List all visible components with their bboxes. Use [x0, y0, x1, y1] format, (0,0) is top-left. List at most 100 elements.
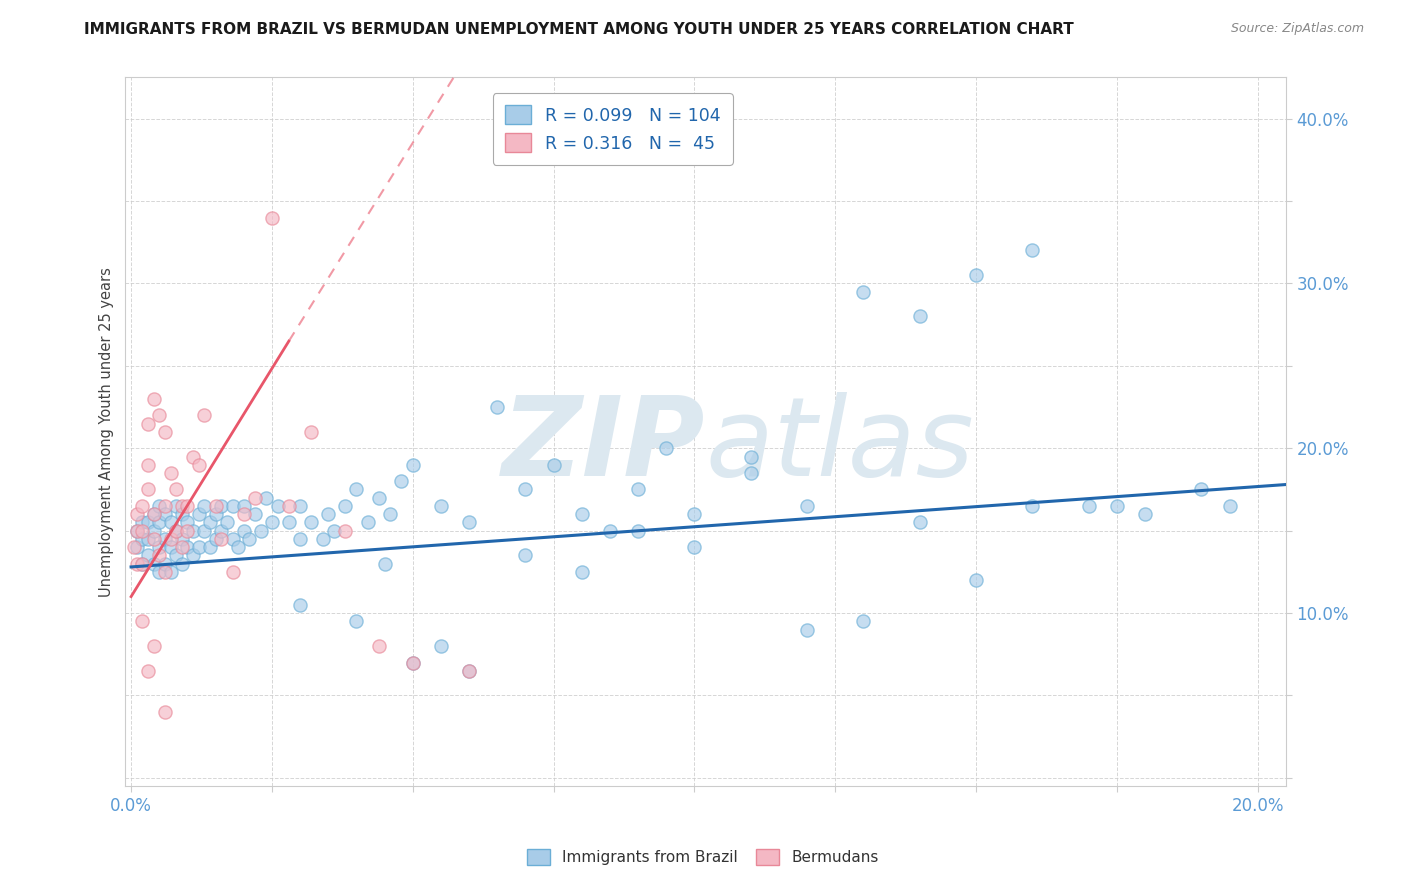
Point: [153, 499, 176, 513]
Point: [181, 524, 204, 538]
Point: [198, 516, 221, 530]
Point: [458, 664, 481, 678]
Point: [299, 425, 322, 439]
Point: [299, 516, 322, 530]
Point: [136, 417, 159, 431]
Point: [402, 656, 425, 670]
Point: [908, 516, 931, 530]
Point: [165, 549, 187, 563]
Point: [170, 507, 193, 521]
Point: [153, 565, 176, 579]
Point: [159, 466, 181, 480]
Point: [153, 705, 176, 719]
Legend: Immigrants from Brazil, Bermudans: Immigrants from Brazil, Bermudans: [522, 843, 884, 871]
Point: [142, 557, 165, 571]
Point: [209, 532, 232, 546]
Text: IMMIGRANTS FROM BRAZIL VS BERMUDAN UNEMPLOYMENT AMONG YOUTH UNDER 25 YEARS CORRE: IMMIGRANTS FROM BRAZIL VS BERMUDAN UNEMP…: [84, 22, 1074, 37]
Point: [122, 540, 145, 554]
Point: [238, 532, 260, 546]
Text: ZIP: ZIP: [502, 392, 706, 500]
Point: [402, 656, 425, 670]
Point: [249, 524, 271, 538]
Point: [215, 516, 238, 530]
Point: [1219, 499, 1241, 513]
Point: [209, 524, 232, 538]
Point: [254, 491, 277, 505]
Point: [1133, 507, 1156, 521]
Point: [170, 499, 193, 513]
Point: [486, 400, 509, 414]
Point: [221, 532, 243, 546]
Point: [181, 450, 204, 464]
Point: [131, 557, 153, 571]
Point: [543, 458, 565, 472]
Point: [232, 524, 254, 538]
Point: [159, 565, 181, 579]
Point: [277, 516, 299, 530]
Point: [571, 565, 593, 579]
Point: [131, 499, 153, 513]
Point: [226, 540, 249, 554]
Point: [165, 524, 187, 538]
Point: [170, 557, 193, 571]
Point: [159, 532, 181, 546]
Point: [148, 499, 170, 513]
Point: [136, 483, 159, 497]
Point: [181, 549, 204, 563]
Point: [136, 549, 159, 563]
Point: [908, 310, 931, 324]
Point: [232, 499, 254, 513]
Point: [277, 499, 299, 513]
Point: [515, 483, 537, 497]
Point: [599, 524, 621, 538]
Point: [159, 540, 181, 554]
Point: [683, 507, 706, 521]
Point: [627, 524, 650, 538]
Text: atlas: atlas: [706, 392, 974, 500]
Point: [346, 483, 368, 497]
Point: [571, 507, 593, 521]
Point: [165, 524, 187, 538]
Point: [125, 557, 148, 571]
Point: [368, 491, 391, 505]
Point: [391, 475, 413, 489]
Point: [165, 483, 187, 497]
Point: [458, 516, 481, 530]
Point: [322, 524, 344, 538]
Point: [187, 458, 209, 472]
Point: [260, 211, 283, 225]
Point: [357, 516, 380, 530]
Y-axis label: Unemployment Among Youth under 25 years: Unemployment Among Youth under 25 years: [100, 267, 114, 597]
Point: [198, 540, 221, 554]
Point: [142, 392, 165, 406]
Point: [170, 532, 193, 546]
Text: Source: ZipAtlas.com: Source: ZipAtlas.com: [1230, 22, 1364, 36]
Point: [131, 516, 153, 530]
Point: [1105, 499, 1128, 513]
Point: [131, 615, 153, 629]
Point: [176, 516, 198, 530]
Point: [852, 615, 875, 629]
Point: [131, 557, 153, 571]
Point: [740, 466, 762, 480]
Point: [159, 516, 181, 530]
Point: [153, 425, 176, 439]
Point: [965, 573, 987, 587]
Point: [204, 499, 226, 513]
Point: [125, 524, 148, 538]
Point: [402, 458, 425, 472]
Point: [311, 532, 333, 546]
Point: [368, 639, 391, 653]
Point: [193, 524, 215, 538]
Point: [170, 540, 193, 554]
Point: [153, 557, 176, 571]
Point: [1021, 499, 1043, 513]
Point: [266, 499, 288, 513]
Point: [740, 450, 762, 464]
Point: [430, 639, 453, 653]
Point: [125, 540, 148, 554]
Point: [136, 664, 159, 678]
Point: [260, 516, 283, 530]
Point: [221, 499, 243, 513]
Legend: R = 0.099   N = 104, R = 0.316   N =  45: R = 0.099 N = 104, R = 0.316 N = 45: [494, 93, 733, 165]
